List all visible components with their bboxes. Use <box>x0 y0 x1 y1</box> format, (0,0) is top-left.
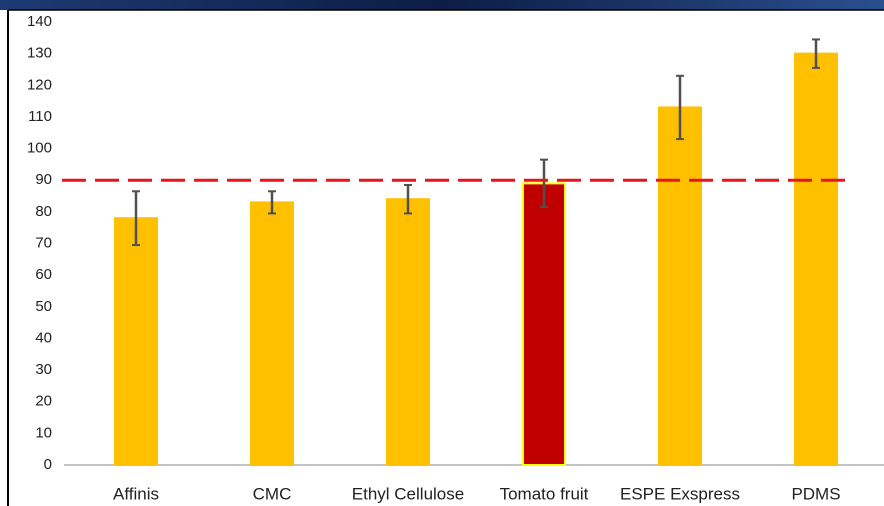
x-tick-label: PDMS <box>791 484 840 503</box>
y-tick-label: 100 <box>27 140 52 157</box>
x-tick-label: ESPE Exspress <box>620 484 740 503</box>
y-tick-label: 20 <box>35 393 52 410</box>
y-tick-label: 130 <box>27 45 52 62</box>
chart: 0 10 20 30 40 50 60 70 80 90 100 110 120 130 140 Affini… <box>0 0 884 506</box>
y-tick-label: 70 <box>35 234 52 251</box>
y-tick-label: 50 <box>35 298 52 315</box>
x-tick-label: Tomato fruit <box>500 484 589 503</box>
y-tick-label: 90 <box>35 171 52 188</box>
bar <box>795 54 837 465</box>
bar <box>523 183 565 465</box>
bar <box>115 218 157 465</box>
x-tick-label: CMC <box>253 484 292 503</box>
x-tick-label: Affinis <box>113 484 159 503</box>
y-tick-label: 0 <box>44 456 52 473</box>
y-tick-label: 140 <box>27 13 52 30</box>
y-tick-label: 110 <box>28 108 52 125</box>
bar <box>659 107 701 465</box>
header-strip <box>0 0 884 10</box>
bar <box>251 202 293 465</box>
bar <box>387 199 429 465</box>
y-tick-label: 10 <box>35 424 52 441</box>
y-tick-label: 30 <box>35 361 52 378</box>
y-tick-label: 60 <box>35 266 52 283</box>
x-tick-label: Ethyl Cellulose <box>352 484 464 503</box>
y-tick-label: 40 <box>35 329 52 346</box>
y-tick-label: 80 <box>35 203 52 220</box>
y-tick-label: 120 <box>27 76 52 93</box>
